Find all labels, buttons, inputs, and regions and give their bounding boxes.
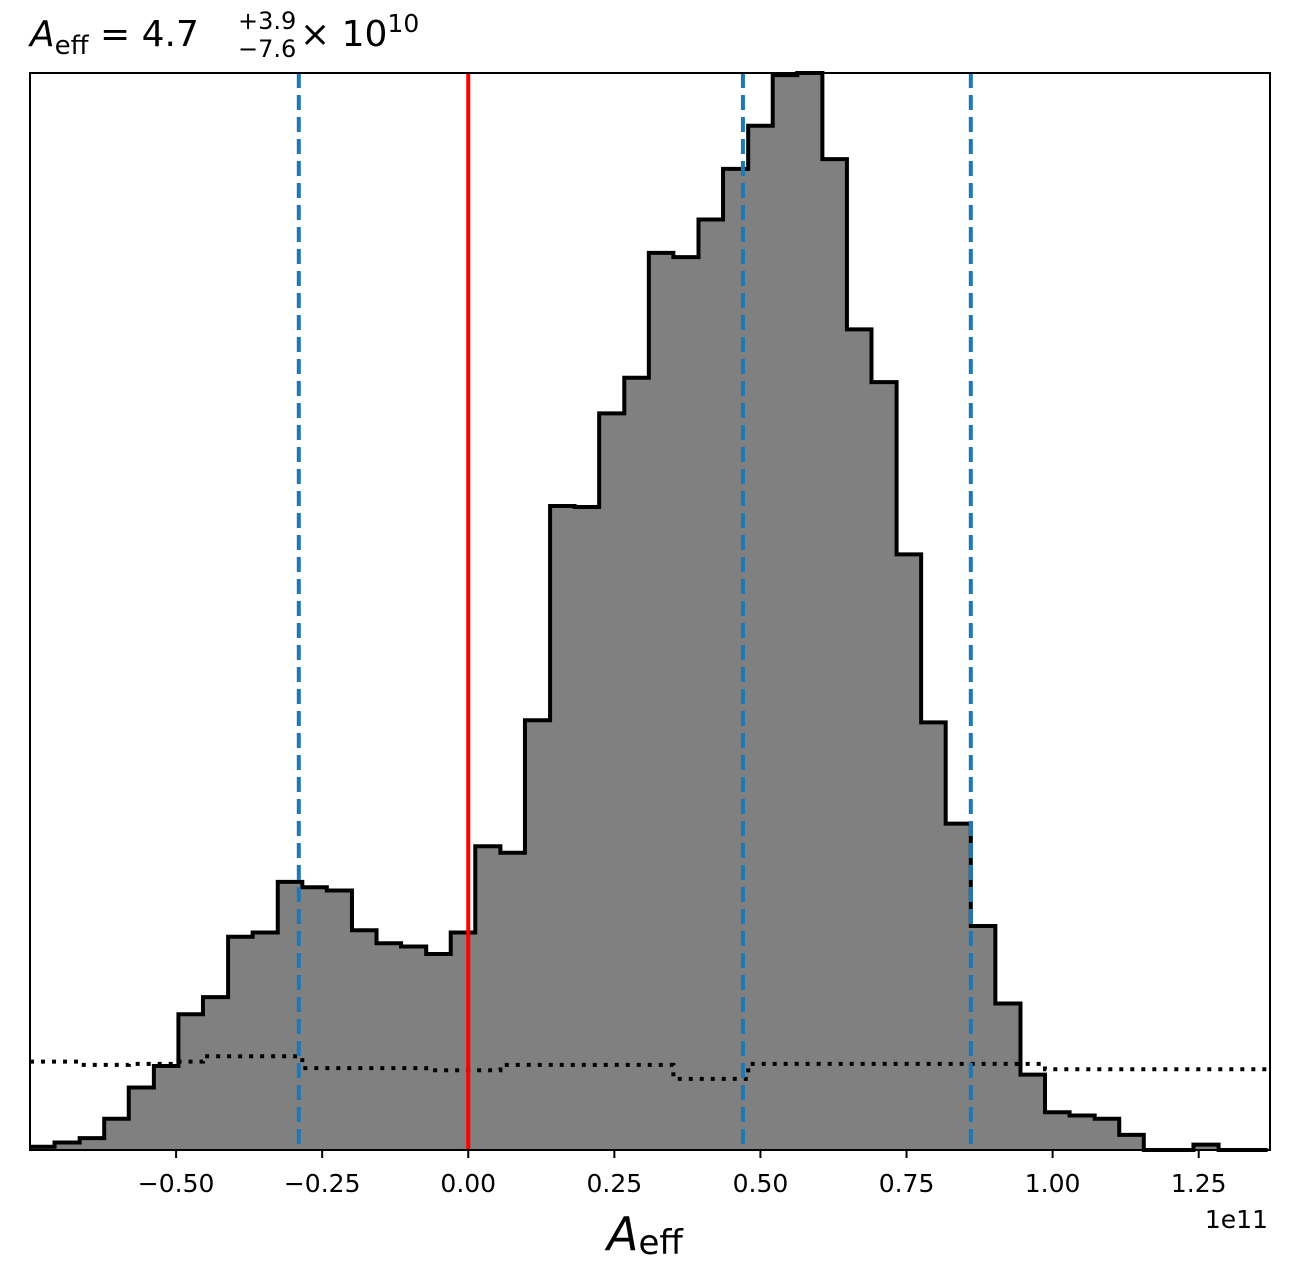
title-symbol: A bbox=[28, 14, 55, 55]
histogram-bar bbox=[302, 887, 328, 1150]
xlabel-symbol: A bbox=[604, 1207, 638, 1261]
histogram-bar bbox=[574, 507, 600, 1150]
histogram-bar bbox=[624, 377, 650, 1150]
histogram-bar bbox=[228, 936, 254, 1150]
histogram-bar bbox=[79, 1138, 105, 1150]
xlabel-subscript: eff bbox=[638, 1223, 684, 1263]
x-tick-label: −0.25 bbox=[284, 1169, 361, 1198]
histogram-bar bbox=[896, 554, 922, 1150]
histogram-bar bbox=[202, 997, 229, 1150]
histogram-bar bbox=[550, 505, 576, 1151]
histogram-bar bbox=[995, 1003, 1022, 1150]
x-tick-label: 0.50 bbox=[733, 1169, 789, 1198]
x-tick-label: 1.00 bbox=[1025, 1169, 1081, 1198]
title-scale: × 1010 bbox=[300, 9, 419, 55]
x-tick-label: −0.50 bbox=[138, 1169, 215, 1198]
histogram-bar bbox=[500, 852, 526, 1150]
title-minus-error: −7.6 bbox=[238, 35, 296, 63]
x-axis-label: Aeff bbox=[604, 1207, 684, 1263]
histogram-bar bbox=[1069, 1115, 1096, 1150]
histogram-bar bbox=[599, 413, 625, 1150]
histogram-bar bbox=[326, 890, 353, 1150]
histogram-bar bbox=[524, 720, 551, 1150]
histogram-bar bbox=[426, 953, 452, 1150]
histogram-bar bbox=[1045, 1112, 1071, 1150]
histogram-bar bbox=[698, 219, 724, 1151]
histogram-bar bbox=[1020, 1074, 1046, 1150]
title-equals: = bbox=[89, 14, 142, 55]
histogram-bar bbox=[1094, 1118, 1120, 1150]
axes-frame bbox=[29, 72, 1271, 1151]
title-plus-error: +3.9 bbox=[238, 7, 296, 35]
histogram-outline bbox=[30, 71, 1268, 1152]
x-tick-label: 0.75 bbox=[879, 1169, 935, 1198]
histogram-bar bbox=[450, 932, 476, 1150]
histogram-bar bbox=[970, 925, 996, 1150]
histogram-bar bbox=[277, 881, 303, 1150]
x-tick-label: 0.00 bbox=[440, 1169, 496, 1198]
x-tick-label: 1.25 bbox=[1171, 1169, 1227, 1198]
prior-histogram-dotted bbox=[30, 1054, 1268, 1081]
histogram-bar bbox=[648, 252, 674, 1150]
histogram-bar bbox=[178, 1014, 204, 1150]
histogram-bar bbox=[104, 1118, 130, 1150]
histogram-bar bbox=[772, 75, 798, 1150]
histogram-bar bbox=[128, 1087, 155, 1150]
histogram-bar bbox=[822, 159, 848, 1150]
histogram-bar bbox=[153, 1065, 180, 1150]
chart-title: Aeff = 4.7 bbox=[28, 14, 199, 61]
x-tick-label: 0.25 bbox=[587, 1169, 643, 1198]
plot-area bbox=[30, 71, 1268, 1152]
histogram-bar bbox=[921, 722, 947, 1150]
title-times: × 10 bbox=[300, 14, 387, 55]
histogram-bar bbox=[376, 943, 402, 1150]
title-exponent: 10 bbox=[387, 9, 419, 38]
histogram-bar bbox=[54, 1142, 81, 1150]
histogram-bar bbox=[1119, 1134, 1145, 1150]
histogram-bar bbox=[797, 73, 823, 1150]
histogram-bar bbox=[871, 382, 898, 1150]
histogram-bar bbox=[748, 125, 774, 1151]
title-subscript: eff bbox=[55, 31, 90, 61]
histogram-bar bbox=[945, 823, 972, 1150]
title-median: 4.7 bbox=[142, 14, 199, 55]
x-axis-multiplier: 1e11 bbox=[1205, 1205, 1268, 1234]
histogram-bar bbox=[475, 846, 502, 1150]
histogram-bar bbox=[351, 930, 378, 1150]
histogram-bar bbox=[401, 946, 427, 1150]
histogram-bar bbox=[673, 257, 700, 1150]
histogram-bar bbox=[723, 168, 749, 1150]
histogram-bar bbox=[1193, 1144, 1220, 1150]
histogram-bar bbox=[252, 932, 279, 1150]
x-axis: −0.50 −0.25 0.00 0.25 0.50 0.75 1.00 1.25 bbox=[138, 1150, 1227, 1198]
histogram-bar bbox=[846, 329, 873, 1150]
